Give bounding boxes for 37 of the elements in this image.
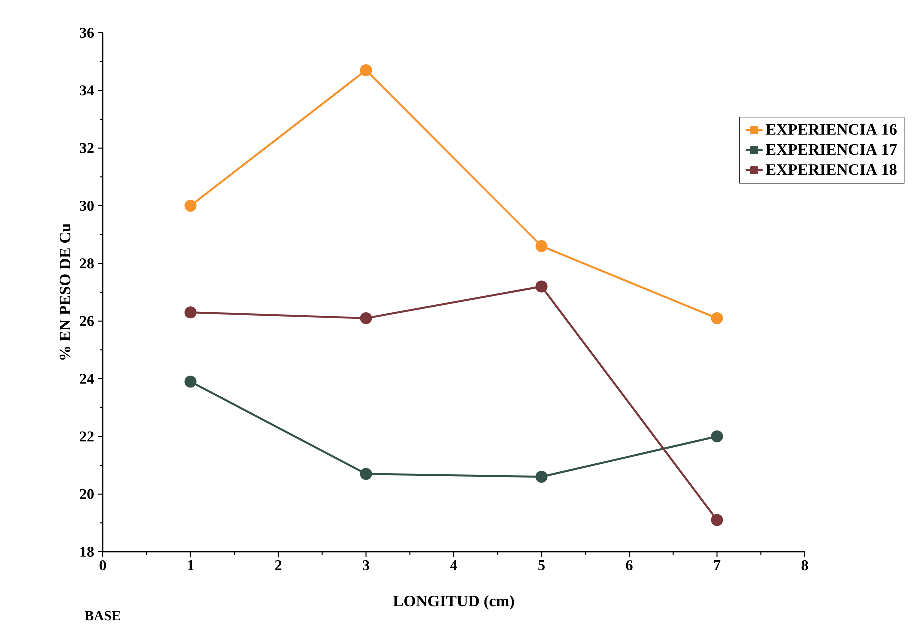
- x-axis-title: LONGITUD (cm): [393, 595, 514, 610]
- x-tick-label: 3: [363, 560, 370, 571]
- point: [711, 312, 724, 324]
- x-tick-label: 1: [188, 560, 194, 570]
- y-tick-label: 18: [80, 546, 94, 558]
- legend-label: EXPERIENCIA 16: [766, 124, 897, 136]
- x-tick-label: 6: [626, 560, 633, 571]
- y-tick-label: 34: [80, 86, 94, 96]
- point: [536, 280, 548, 293]
- legend-label: EXPERIENCIA 17: [766, 144, 897, 156]
- point: [711, 430, 724, 443]
- y-tick-label: 30: [80, 200, 94, 212]
- y-tick-label: 24: [80, 374, 94, 384]
- y-tick-label: 26: [80, 316, 94, 326]
- y-tick-label: 36: [80, 28, 94, 38]
- point: [184, 306, 197, 319]
- point: [184, 200, 197, 212]
- point: [184, 376, 197, 388]
- point: [711, 514, 724, 526]
- text: BASE: [85, 611, 121, 621]
- legend-label: EXPERIENCIA 18: [766, 164, 897, 176]
- y-axis-title: % EN PESO DE Cu: [60, 224, 71, 360]
- point: [360, 64, 372, 76]
- y-tick-label: 32: [80, 143, 94, 154]
- y-tick-label: 22: [80, 432, 94, 442]
- point: [536, 240, 548, 252]
- x-tick-label: 0: [100, 560, 106, 571]
- x-tick-label: 7: [714, 560, 721, 570]
- x-tick-label: 8: [802, 560, 808, 571]
- y-tick-label: 28: [80, 258, 94, 269]
- x-tick-label: 5: [538, 560, 545, 570]
- point: [536, 471, 548, 484]
- y-tick-label: 20: [80, 489, 94, 500]
- point: [360, 312, 372, 324]
- point: [360, 468, 372, 480]
- x-tick-label: 2: [275, 560, 282, 570]
- x-tick-label: 4: [450, 560, 458, 570]
